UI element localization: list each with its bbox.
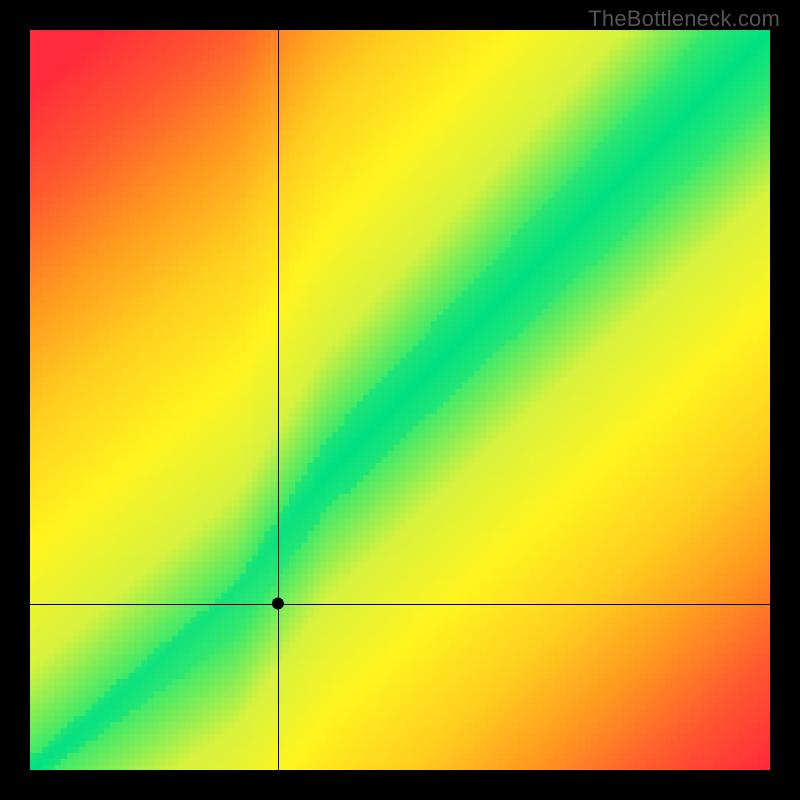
heatmap-canvas bbox=[30, 30, 770, 770]
figure-frame: TheBottleneck.com bbox=[0, 0, 800, 800]
heatmap-plot bbox=[30, 30, 770, 770]
watermark-text: TheBottleneck.com bbox=[588, 6, 780, 32]
